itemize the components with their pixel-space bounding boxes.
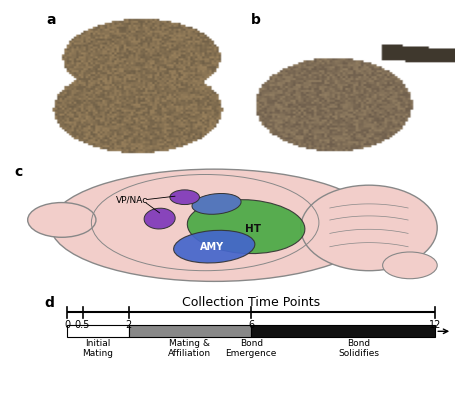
Text: 0.5: 0.5: [75, 320, 90, 330]
Ellipse shape: [144, 208, 175, 229]
Text: Initial
Mating: Initial Mating: [82, 339, 113, 358]
Text: a: a: [46, 13, 56, 27]
Text: 0: 0: [64, 320, 70, 330]
Ellipse shape: [27, 202, 96, 237]
Bar: [251, 325, 435, 337]
Text: 12: 12: [429, 320, 441, 330]
Text: d: d: [44, 296, 54, 310]
Ellipse shape: [173, 230, 255, 263]
Ellipse shape: [383, 252, 437, 279]
Ellipse shape: [192, 193, 241, 214]
Text: Collection Time Points: Collection Time Points: [182, 296, 320, 309]
Text: Bond
Solidifies: Bond Solidifies: [338, 339, 379, 358]
Text: b: b: [251, 13, 261, 27]
Text: Mating &
Affiliation: Mating & Affiliation: [168, 339, 211, 358]
Text: AMY: AMY: [200, 242, 224, 252]
Ellipse shape: [50, 169, 378, 281]
Text: 2: 2: [126, 320, 132, 330]
Bar: [67, 325, 128, 337]
Text: c: c: [14, 165, 22, 179]
Ellipse shape: [301, 185, 437, 271]
Text: Bond
Emergence: Bond Emergence: [226, 339, 277, 358]
Ellipse shape: [187, 200, 305, 253]
Text: HT: HT: [245, 224, 261, 234]
Bar: [128, 325, 251, 337]
Text: VP/NAc: VP/NAc: [117, 195, 149, 204]
Text: 6: 6: [248, 320, 254, 330]
Ellipse shape: [170, 190, 200, 204]
